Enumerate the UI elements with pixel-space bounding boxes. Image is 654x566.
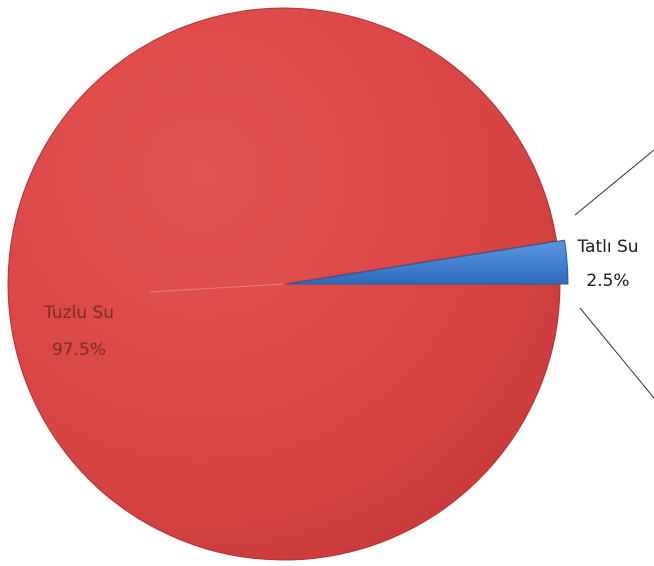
slice-label-tuzlu: Tuzlu Su [43, 303, 114, 323]
slice-value-tuzlu: 97.5% [52, 340, 106, 360]
slice-label-tatli: Tatlı Su [576, 237, 638, 257]
pie-slice-tatli-su [287, 239, 569, 285]
leader-line-top [574, 149, 654, 216]
pie-slice-tuzlu-su [7, 7, 561, 561]
slice-value-tatli: 2.5% [586, 271, 629, 291]
slice-seam [149, 283, 285, 293]
leader-line-bottom [579, 307, 654, 399]
